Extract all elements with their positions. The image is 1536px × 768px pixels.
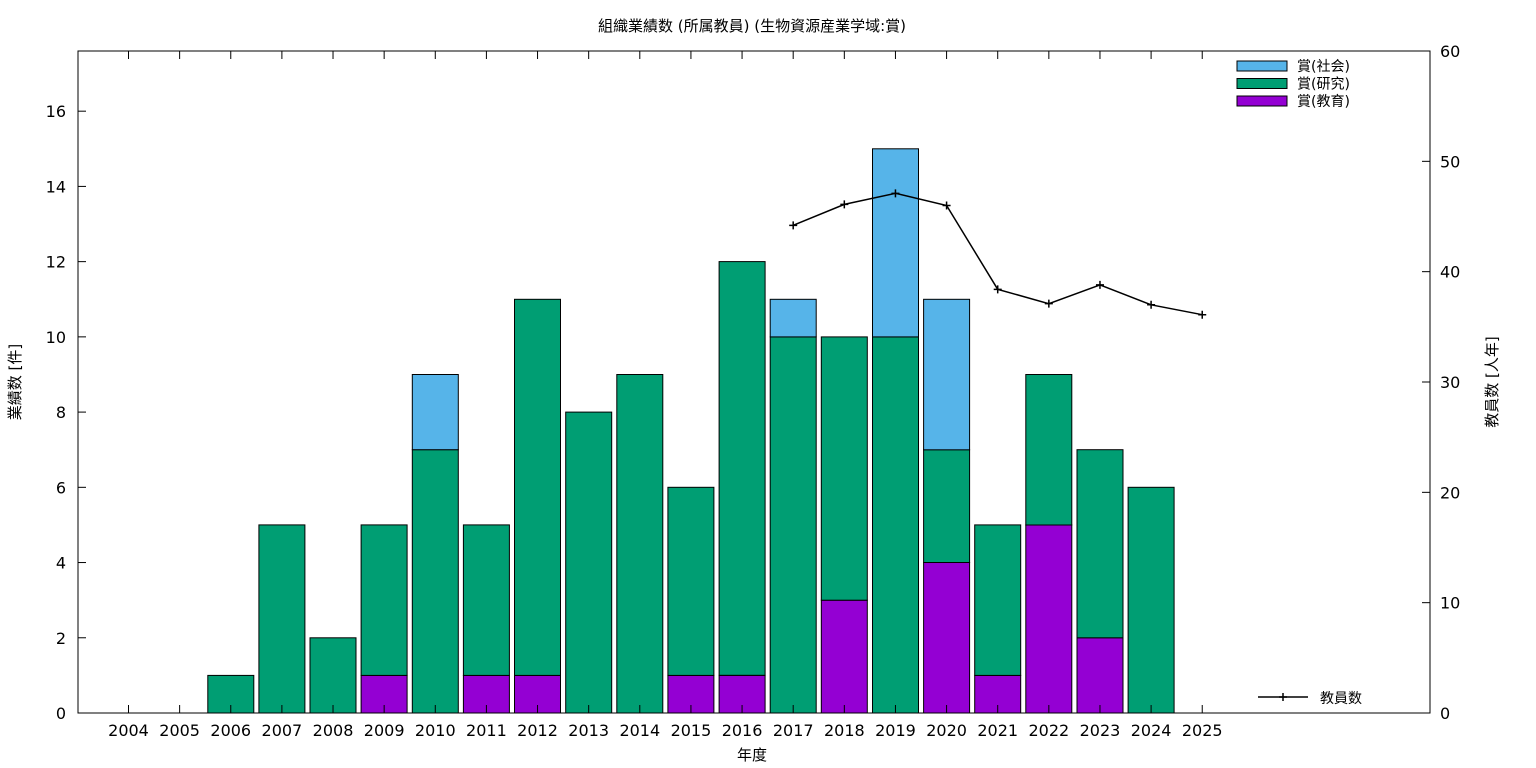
line-point-2025 [1198,310,1207,319]
x-tick-label: 2014 [619,721,660,740]
bar-2024-series-1 [1127,486,1175,714]
y2-tick-label: 40 [1440,263,1460,282]
x-tick-label: 2006 [210,721,251,740]
x-tick-label: 2010 [415,721,456,740]
x-tick-label: 2023 [1080,721,1121,740]
bar-2018-series-1 [820,336,868,601]
line-point-2017 [789,221,798,230]
bar-2019-series-1 [872,336,919,714]
y2-tick-label: 20 [1440,483,1460,502]
legend-swatch [1236,95,1288,107]
x-tick-label: 2016 [722,721,763,740]
x-tick-label: 2004 [108,721,149,740]
y2-tick-label: 30 [1440,373,1460,392]
legend-label: 賞(社会) [1297,59,1350,75]
y-tick-label: 0 [56,704,66,723]
y2-tick-label: 60 [1440,42,1460,61]
bar-2020-series-1 [923,449,971,564]
bar-2007-series-1 [258,524,306,714]
y-tick-label: 12 [46,253,66,272]
y-tick-label: 2 [56,629,66,648]
bar-2011-series-1 [462,524,510,676]
x-axis-label: 年度 [737,746,767,764]
legend-label: 賞(教育) [1297,94,1350,110]
y2-tick-label: 0 [1440,704,1450,723]
line-point-2023 [1095,280,1104,289]
bar-2013-series-1 [565,411,613,714]
bar-2021-series-1 [974,524,1022,676]
x-tick-label: 2012 [517,721,558,740]
line-layer [789,189,1207,319]
x-tick-label: 2021 [977,721,1018,740]
bar-2015-series-1 [667,486,715,676]
bar-2010-series-1 [411,449,459,714]
chart-title: 組織業績数 (所属教員) (生物資源産業学域:賞) [598,17,906,35]
y-tick-label: 14 [46,177,66,196]
bar-2019-series-2 [872,148,919,338]
x-tick-label: 2007 [262,721,303,740]
x-tick-label: 2022 [1028,721,1069,740]
y-tick-label: 4 [56,554,66,573]
y-axis-label: 業績数 [件] [6,344,24,420]
y2-tick-label: 10 [1440,594,1460,613]
x-tick-label: 2018 [824,721,865,740]
x-tick-label: 2019 [875,721,916,740]
bar-2023-series-1 [1076,449,1124,639]
x-tick-label: 2024 [1131,721,1172,740]
bar-2014-series-1 [616,374,664,714]
y-tick-label: 8 [56,403,66,422]
x-tick-label: 2015 [671,721,712,740]
bar-2023-series-0 [1076,637,1124,714]
y-tick-label: 6 [56,478,66,497]
bar-2018-series-0 [820,599,868,714]
line-point-2021 [993,285,1002,294]
x-axis: 2004 2005 2006 2007 2008 2009 2010 2011 2012 2013… [108,51,1223,740]
bar-2008-series-1 [309,637,357,714]
y-axis: 0 2 4 6 8 10 12 14 16 [46,102,86,723]
y-tick-label: 10 [46,328,66,347]
bar-2017-series-2 [769,298,817,338]
y-tick-label: 16 [46,102,66,121]
bar-2010-series-2 [411,374,459,451]
x-tick-label: 2009 [364,721,405,740]
bar-2012-series-1 [514,298,561,676]
line-point-2022 [1044,299,1053,308]
legend-label: 賞(研究) [1297,77,1350,93]
x-tick-label: 2020 [926,721,967,740]
bar-2020-series-0 [923,562,971,714]
line-point-2024 [1147,300,1156,309]
x-tick-label: 2017 [773,721,814,740]
legend-line-marker [1279,693,1287,701]
bar-2017-series-1 [769,336,817,714]
y2-tick-label: 50 [1440,152,1460,171]
x-tick-label: 2025 [1182,721,1223,740]
bar-2009-series-1 [360,524,408,676]
x-tick-label: 2011 [466,721,507,740]
x-tick-label: 2013 [568,721,609,740]
x-tick-label: 2008 [313,721,354,740]
bar-2022-series-0 [1025,524,1073,714]
bar-2022-series-1 [1025,374,1073,526]
legend-line-label: 教員数 [1320,691,1362,707]
legend-swatch [1236,60,1288,72]
y2-axis-label: 教員数 [人年] [1483,336,1501,427]
x-tick-label: 2005 [159,721,200,740]
line-point-2019 [891,189,900,198]
bar-2016-series-1 [718,261,766,676]
bar-2020-series-2 [923,298,971,451]
legend-swatch [1236,78,1288,89]
legend: 賞(社会) 賞(研究)賞(教育) 教員数 [1236,59,1362,707]
line-point-2020 [942,201,951,210]
line-point-2018 [840,200,849,209]
bars-layer [207,148,1175,714]
y2-axis: 0 10 20 30 40 50 60 [1422,42,1460,723]
